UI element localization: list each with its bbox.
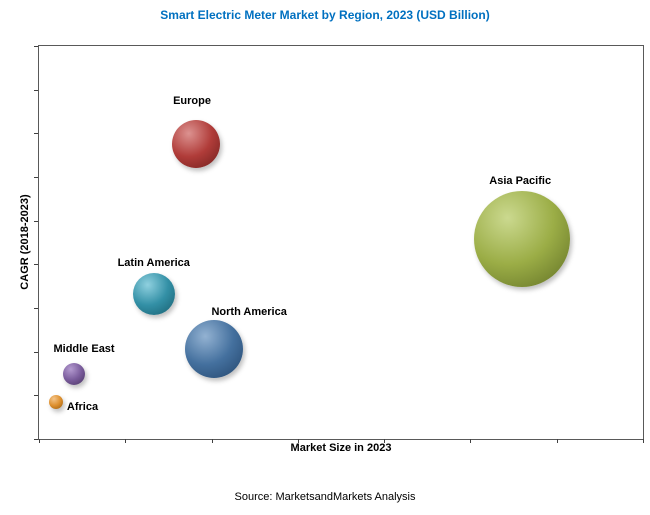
label-latin-america: Latin America [117,256,190,269]
label-europe: Europe [173,95,211,108]
label-middle-east: Middle East [53,343,115,356]
x-axis-title: Market Size in 2023 [290,442,392,454]
y-axis-tick [34,46,38,47]
x-axis-tick [384,439,386,443]
y-axis-tick [34,220,38,222]
bubble-africa [48,395,63,410]
x-axis-tick [297,439,299,443]
x-axis-tick [211,439,213,443]
y-axis-tick [34,264,38,266]
bubble-north-america [185,319,244,378]
y-axis-title: CAGR (2018-2023) [19,194,31,290]
y-axis-tick [34,439,38,440]
y-axis-tick [34,133,38,135]
x-axis-tick [39,439,40,443]
bubble-middle-east [63,363,86,386]
bubble-latin-america [132,272,175,315]
y-axis-tick [34,89,38,91]
x-axis-tick [556,439,558,443]
label-north-america: North America [211,305,287,318]
y-axis-tick [34,351,38,353]
x-axis-tick [125,439,127,443]
plot-area: Europe Asia Pacific Latin America North Ame… [34,45,644,443]
label-africa: Africa [66,401,99,414]
source-attribution: Source: MarketsandMarkets Analysis [234,491,416,503]
x-axis-tick [643,439,644,443]
bubble-europe [172,120,221,169]
x-axis-tick [470,439,472,443]
chart-title: Smart Electric Meter Market by Region, 2… [160,8,490,22]
bubble-asia-pacific [474,190,571,287]
label-asia-pacific: Asia Pacific [489,174,552,187]
y-axis-tick [34,395,38,397]
y-axis-tick [34,177,38,178]
y-axis-tick [34,308,38,309]
